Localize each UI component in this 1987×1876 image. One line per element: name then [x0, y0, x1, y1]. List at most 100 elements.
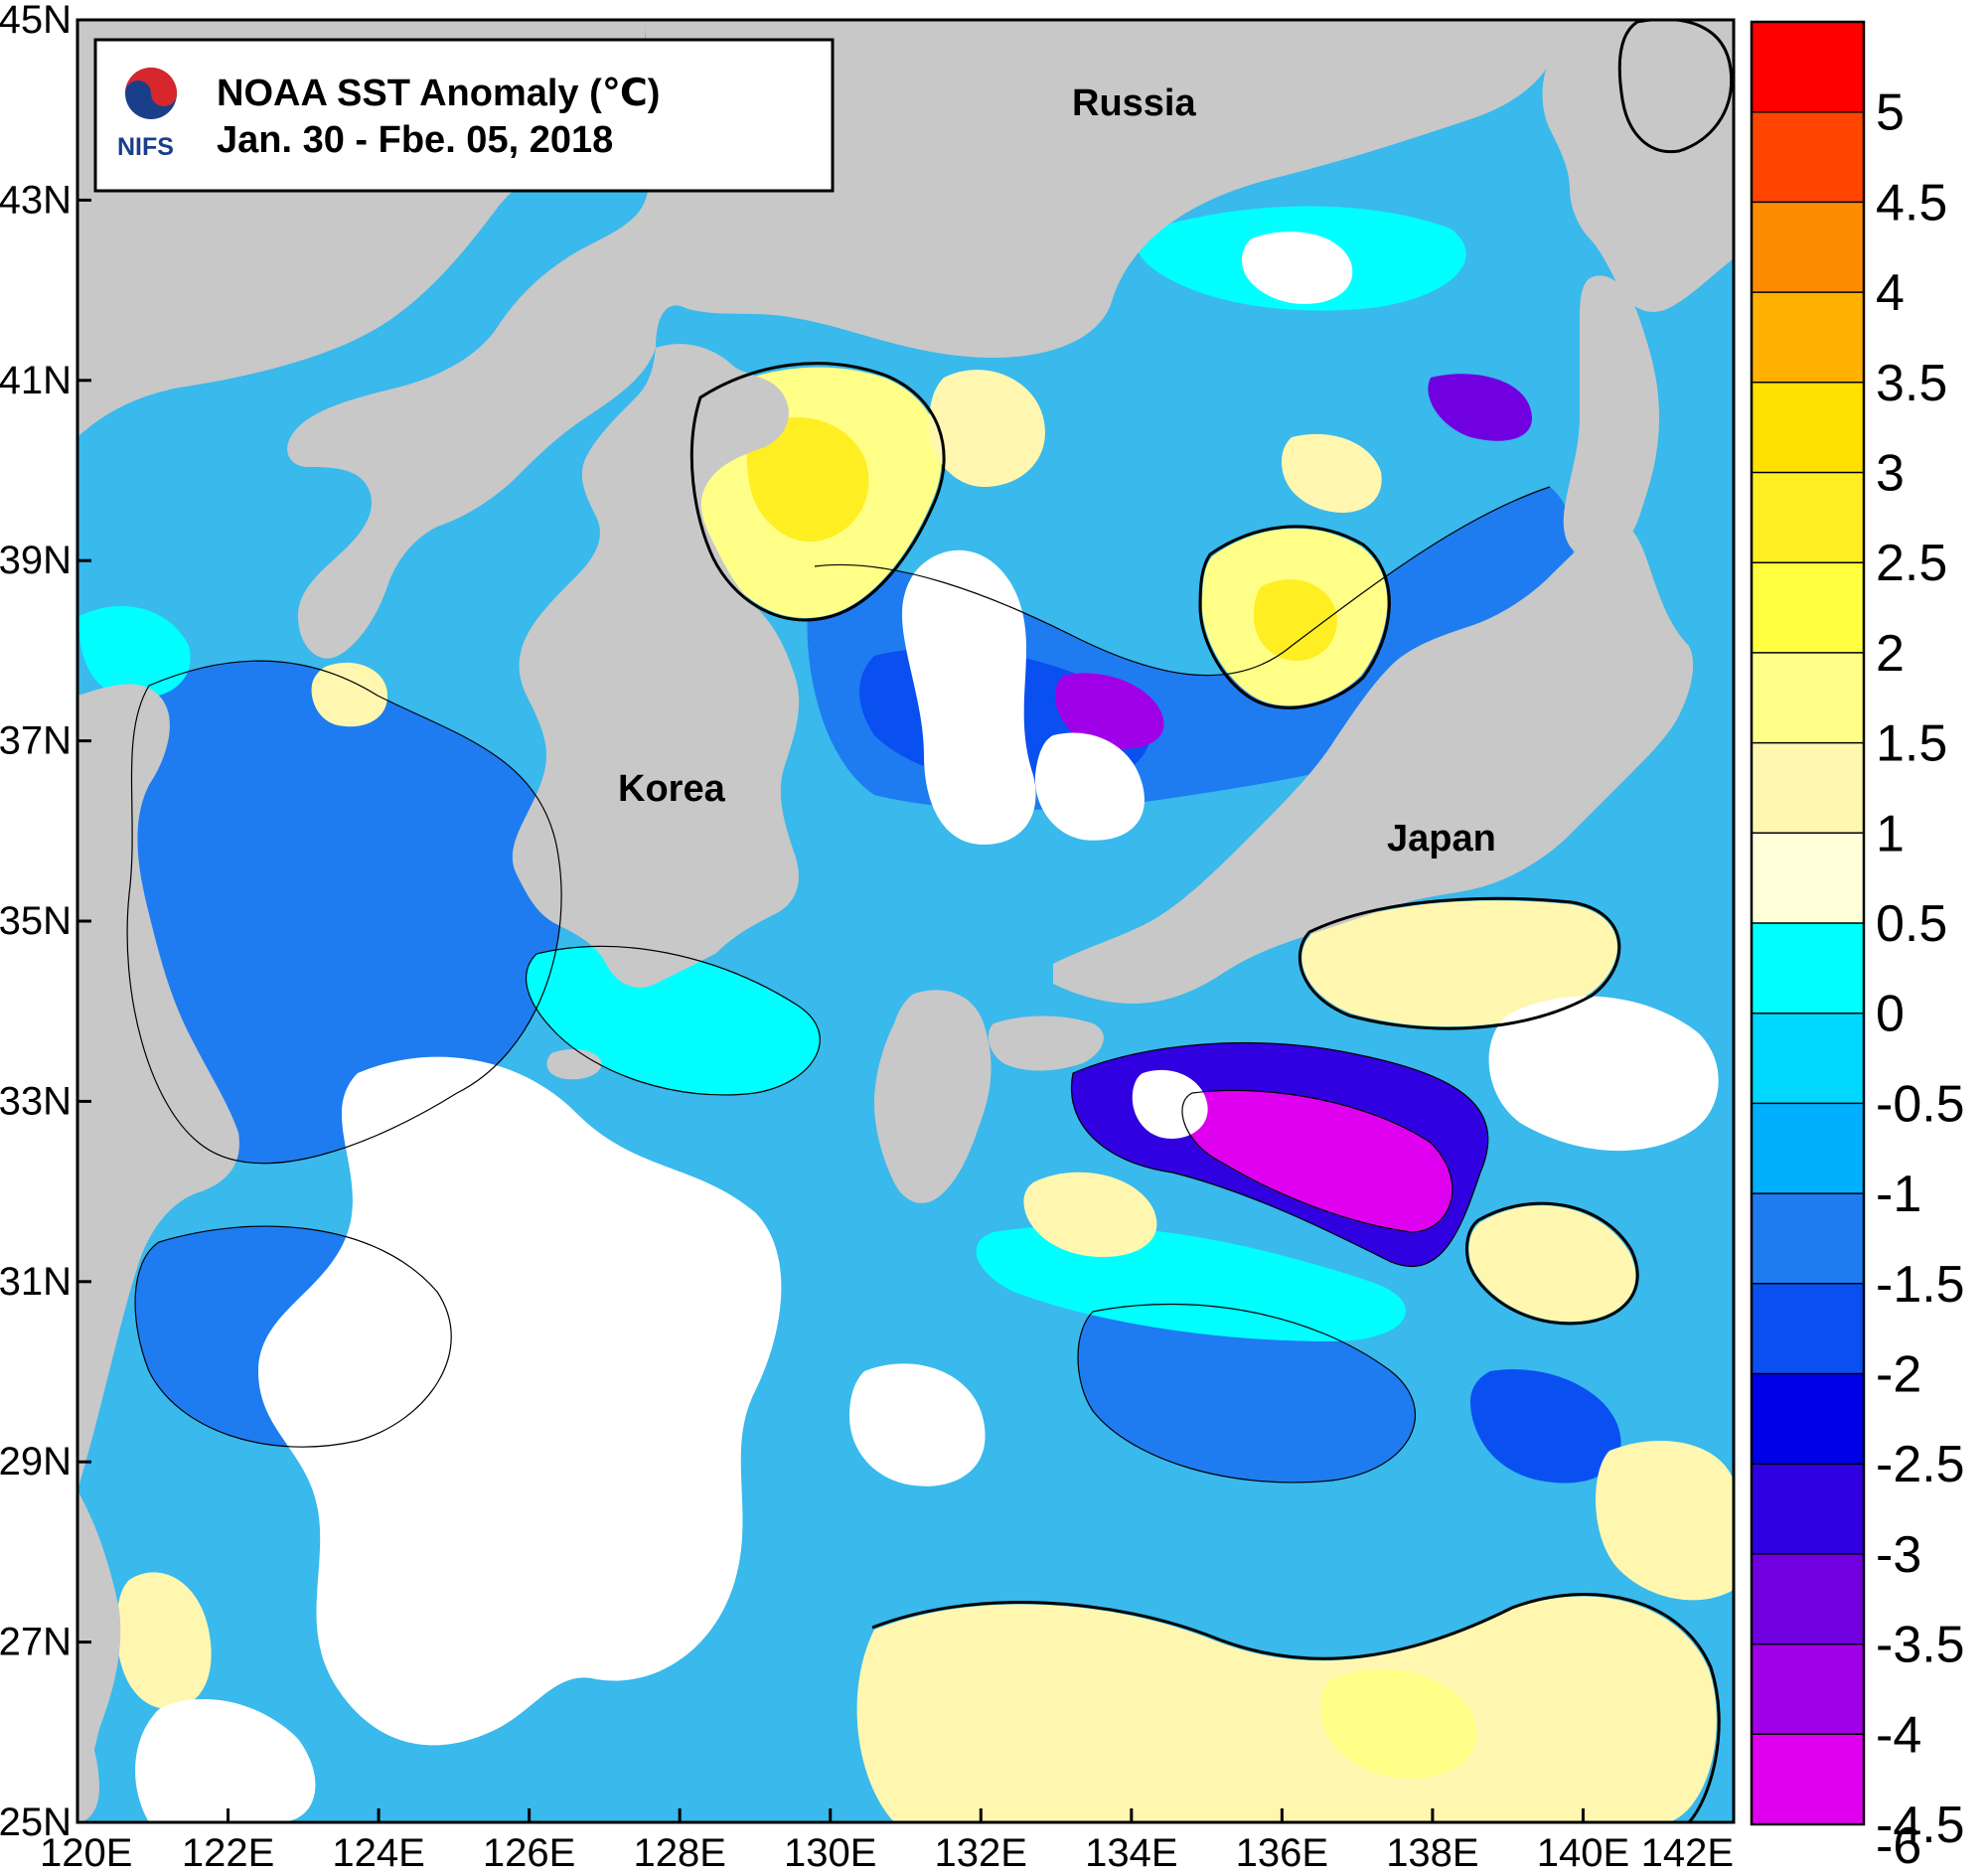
lat-tick-label: 39N [0, 539, 72, 582]
colorbar-swatch [1752, 742, 1864, 834]
colorbar-swatch [1752, 22, 1864, 113]
contour-extreme-core [1181, 1089, 1453, 1233]
warm-anomaly-south-kuroshio [1468, 1205, 1636, 1322]
lat-tick-label: 35N [0, 899, 72, 943]
warm-anomaly-southern-core [1320, 1669, 1477, 1779]
warm-anomaly-north-korea-core [746, 417, 869, 543]
warm-anomaly-north-east-sea-1 [929, 370, 1045, 487]
lat-tick-label: 37N [0, 719, 72, 763]
warm-anomaly-yellow-sea-1 [311, 662, 387, 727]
colorbar-swatch [1752, 1373, 1864, 1465]
missing-data-south-pacific [849, 1363, 986, 1486]
colorbar-label: -3.5 [1876, 1617, 1965, 1674]
lat-tick-label: 27N [0, 1621, 72, 1664]
region-label-russia: Russia [1072, 82, 1196, 124]
near-zero-korea-strait [526, 946, 821, 1095]
thin-contour-lines [126, 486, 1551, 1484]
colorbar-swatch [1752, 923, 1864, 1015]
zero-contour-honshu-coast [1298, 896, 1621, 1030]
land-kyushu [874, 990, 992, 1203]
contour-korea-strait [526, 945, 821, 1096]
region-label-korea: Korea [618, 768, 726, 810]
colorbar-label: -4 [1876, 1706, 1921, 1764]
colorbar-swatch [1752, 1283, 1864, 1374]
colorbar-label: 4 [1876, 264, 1905, 322]
warm-anomaly-eastern-pacific [1596, 1441, 1734, 1601]
zero-contour-kuroshio [1464, 1201, 1639, 1326]
colorbar-label: 3.5 [1876, 355, 1947, 412]
colorbar-label: 3 [1876, 445, 1905, 503]
lon-tick-label: 130E [784, 1831, 876, 1875]
colorbar-label: 1 [1876, 805, 1905, 862]
colorbar-label: -0.5 [1876, 1075, 1965, 1133]
colorbar-swatch [1752, 111, 1864, 203]
lon-tick-label: 138E [1386, 1831, 1478, 1875]
missing-data-kuroshio [1132, 1069, 1208, 1139]
colorbar-label: 0.5 [1876, 895, 1947, 953]
contour-east-sea [814, 486, 1551, 677]
title-line-1: NOAA SST Anomaly (℃) [217, 73, 660, 114]
missing-data-north-east-sea [1241, 232, 1353, 304]
colorbar-swatch [1752, 652, 1864, 744]
zero-contour-lines [689, 20, 1734, 1822]
land-russia-manchuria [287, 20, 1556, 659]
colorbar-label: -2 [1876, 1346, 1921, 1404]
extreme-cold-core [1182, 1090, 1452, 1232]
region-label-japan: Japan [1387, 818, 1496, 860]
colorbar-label: 5 [1876, 84, 1905, 142]
colorbar-label: 1.5 [1876, 715, 1947, 773]
near-zero-northern-yellow-sea [78, 606, 191, 699]
contour-south [134, 1225, 452, 1448]
zero-contour-north-korea [689, 362, 946, 622]
missing-data-pacific-east [1488, 996, 1719, 1152]
colorbar-swatch [1752, 202, 1864, 293]
cold-region-pacific [1078, 1304, 1416, 1483]
zero-contour-far-northeast [1617, 20, 1734, 154]
colorbar-label: -3 [1876, 1526, 1921, 1584]
land-taiwan-tip [77, 1709, 99, 1822]
lat-tick-label: 33N [0, 1079, 72, 1123]
lon-tick-label: 128E [633, 1831, 725, 1875]
lat-tick-label: 29N [0, 1440, 72, 1484]
lat-tick-label: 45N [0, 0, 72, 42]
missing-data-south-coast [135, 1699, 316, 1822]
lon-tick-label: 120E [40, 1831, 132, 1875]
lon-tick-label: 126E [483, 1831, 575, 1875]
colorbar-swatch [1752, 1643, 1864, 1735]
colorbar-label: -4.5 [1876, 1797, 1965, 1854]
land-honshu [1053, 524, 1694, 1004]
lon-tick-label: 124E [332, 1831, 424, 1875]
latitude-axis: 45N 43N 41N 39N 37N 35N 33N 31N 29N 27N 25N [0, 0, 91, 1844]
colorbar-frame [1750, 20, 1866, 1826]
warm-anomaly-southern-band [856, 1596, 1717, 1822]
colorbar-label: -6 [1876, 1817, 1921, 1875]
colorbar-label: -1.5 [1876, 1256, 1965, 1314]
colorbar-label: -1 [1876, 1166, 1921, 1223]
title-box: NIFS NOAA SST Anomaly (℃) Jan. 30 - Fbe.… [93, 38, 835, 193]
land-korea-peninsula [512, 344, 800, 988]
lat-tick-label: 31N [0, 1260, 72, 1304]
land-northern-honshu [1563, 275, 1659, 556]
cold-anomaly-central-east-sea [1054, 673, 1164, 749]
land-hokkaido [1542, 20, 1734, 312]
colorbar-label: 4.5 [1876, 174, 1947, 232]
warm-anomaly-chinese-coast [116, 1572, 212, 1709]
warm-anomaly-honshu-coast [1301, 900, 1617, 1027]
contour-yellow-sea [126, 660, 562, 1165]
lon-tick-label: 142E [1641, 1831, 1734, 1875]
contour-pacific [1077, 1303, 1417, 1484]
colorbar-swatch [1752, 1103, 1864, 1194]
colorbar-swatch [1752, 1464, 1864, 1555]
map-plot-area: Russia Korea Japan NIFS NOAA SST Anomaly… [76, 18, 1736, 1824]
lon-tick-label: 132E [935, 1831, 1027, 1875]
cold-anomaly-north-east-sea [1428, 374, 1532, 441]
lon-tick-label: 134E [1085, 1831, 1177, 1875]
longitude-axis: 120E 122E 124E 126E 128E 130E 132E 134E 136E 138E… [40, 1808, 1736, 1875]
logo-emblem-red-swirl [125, 68, 177, 106]
colorbar-swatch [1752, 562, 1864, 654]
title-line-2: Jan. 30 - Fbe. 05, 2018 [217, 119, 613, 161]
colorbar-swatch [1752, 472, 1864, 563]
land-jeju-island [546, 1048, 602, 1080]
cold-pocket-kuroshio [1470, 1369, 1621, 1484]
